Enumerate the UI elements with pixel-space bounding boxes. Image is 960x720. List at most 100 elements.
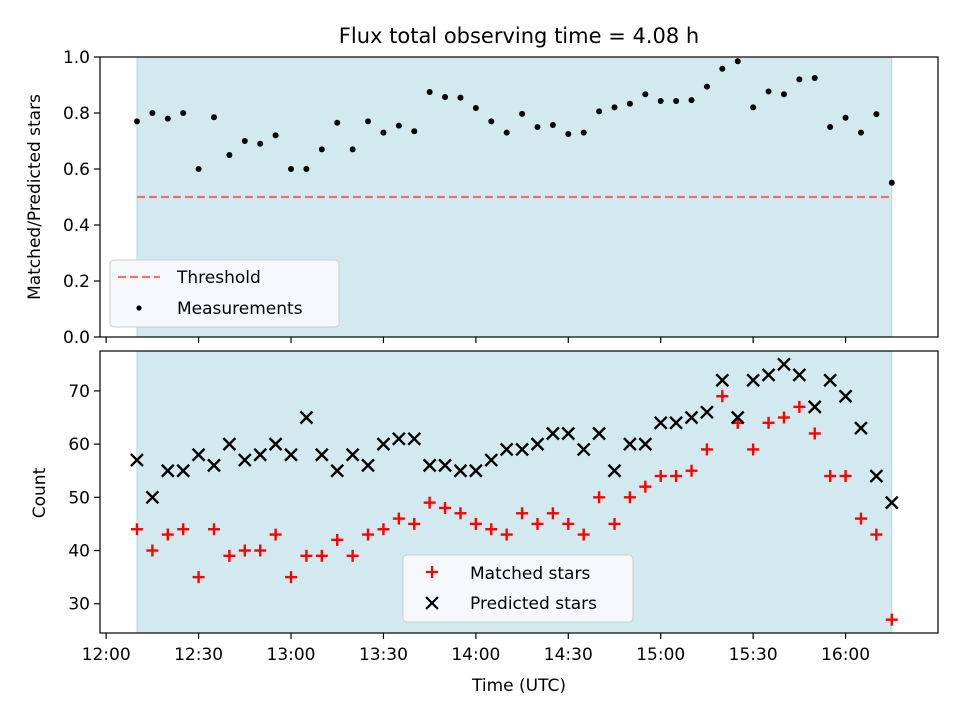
measurement-point xyxy=(688,97,695,104)
measurement-point xyxy=(827,124,834,130)
matched-star-point xyxy=(808,427,821,440)
y-tick-label: 1.0 xyxy=(63,48,90,68)
y-tick-label: 0.6 xyxy=(63,160,90,180)
measurement-point xyxy=(534,124,541,130)
predicted-star-point xyxy=(715,373,730,388)
bottom-axes-frame xyxy=(99,350,939,634)
matched-star-point xyxy=(716,390,729,403)
matched-star-point xyxy=(700,443,713,456)
legend-box xyxy=(402,554,634,623)
predicted-star-point xyxy=(684,410,699,425)
predicted-star-point xyxy=(330,463,345,478)
predicted-star-point xyxy=(453,463,468,478)
x-tick-label: 12:30 xyxy=(174,645,223,665)
matched-star-point xyxy=(269,528,282,541)
measurement-point xyxy=(318,146,325,153)
matched-star-point xyxy=(639,480,652,493)
predicted-star-point xyxy=(546,426,560,441)
legend-predicted-label: Predicted stars xyxy=(470,594,597,614)
bottom-x-axis: 12:00 12:30 13:00 13:30 14:00 14:30 15:00 15:30… xyxy=(82,633,870,665)
y-tick-label: 0.2 xyxy=(63,272,90,292)
predicted-star-point xyxy=(130,453,144,467)
matched-star-point xyxy=(454,507,467,520)
predicted-star-point xyxy=(669,415,683,430)
legend-threshold-label: Threshold xyxy=(176,268,261,288)
predicted-star-point xyxy=(284,447,298,462)
legend-matched-label: Matched stars xyxy=(470,564,590,584)
x-tick-label: 15:30 xyxy=(729,645,778,665)
matched-star-point xyxy=(485,523,498,536)
measurement-point xyxy=(426,89,433,95)
predicted-star-point xyxy=(237,453,252,467)
measurement-point xyxy=(611,104,618,111)
predicted-star-point xyxy=(700,405,714,420)
matched-star-point xyxy=(408,517,421,530)
legend-box xyxy=(109,259,340,328)
matched-star-point xyxy=(392,512,405,525)
matched-star-point xyxy=(777,411,790,424)
matched-star-point xyxy=(670,470,683,483)
matched-star-point xyxy=(207,523,220,536)
matched-star-point xyxy=(223,549,236,562)
x-tick-label: 13:30 xyxy=(359,645,408,665)
matched-star-point xyxy=(377,523,390,536)
measurement-point xyxy=(488,118,495,125)
matched-star-point xyxy=(254,544,267,557)
x-tick-label: 14:00 xyxy=(451,645,500,665)
top-x-axis xyxy=(105,337,847,343)
predicted-star-point xyxy=(207,458,221,473)
matched-star-point xyxy=(546,507,559,520)
matched-star-point xyxy=(161,528,174,541)
top-panel: 0.0 0.2 0.4 0.6 0.8 1.0 Matched/Predicted sta… xyxy=(25,48,939,348)
predicted-star-point xyxy=(407,431,422,446)
predicted-star-point xyxy=(807,400,822,414)
y-tick-label: 0.4 xyxy=(63,216,90,236)
matched-star-point xyxy=(608,517,621,530)
measurement-point xyxy=(272,132,279,139)
legend-predicted-swatch xyxy=(425,596,439,610)
predicted-star-point xyxy=(422,458,437,473)
measurement-point xyxy=(765,88,772,95)
matched-star-point xyxy=(238,544,251,557)
matched-star-point xyxy=(362,528,375,541)
predicted-star-point xyxy=(869,469,884,483)
matched-star-point xyxy=(577,528,590,541)
predicted-star-point xyxy=(777,357,791,372)
matched-star-point xyxy=(285,571,298,584)
measurement-point xyxy=(719,65,726,72)
bottom-plot-marks xyxy=(130,357,899,626)
predicted-star-point xyxy=(145,490,160,505)
matched-star-point xyxy=(439,501,452,514)
legend-measurements-label: Measurements xyxy=(177,299,303,319)
measurement-point xyxy=(796,76,803,83)
measurement-point xyxy=(703,83,710,90)
predicted-star-point xyxy=(730,410,745,425)
measurement-point xyxy=(888,179,895,186)
measurement-point xyxy=(365,118,372,125)
x-tick-label: 13:00 xyxy=(267,645,316,665)
predicted-star-point xyxy=(623,437,637,451)
measurement-point xyxy=(210,114,217,121)
predicted-star-point xyxy=(607,463,622,478)
predicted-star-point xyxy=(823,373,838,388)
predicted-star-point xyxy=(268,437,283,451)
top-legend: Threshold Measurements xyxy=(109,259,340,328)
predicted-star-point xyxy=(160,463,175,478)
measurement-point xyxy=(780,91,787,98)
matched-star-point xyxy=(130,523,143,536)
measurement-point xyxy=(334,119,341,126)
measurement-point xyxy=(596,108,603,115)
matched-star-point xyxy=(300,549,313,562)
matched-star-point xyxy=(516,507,529,520)
predicted-star-point xyxy=(299,410,314,425)
matched-star-point xyxy=(562,517,575,530)
top-y-axis-label: Matched/Predicted stars xyxy=(25,94,45,300)
measurement-point xyxy=(457,94,464,101)
predicted-star-point xyxy=(576,442,591,457)
predicted-star-point xyxy=(469,463,483,478)
measurement-point xyxy=(226,152,233,158)
x-tick-label: 16:00 xyxy=(821,645,870,665)
y-tick-label: 70 xyxy=(68,382,90,402)
measurement-point xyxy=(195,166,202,172)
measurement-point xyxy=(288,166,295,172)
